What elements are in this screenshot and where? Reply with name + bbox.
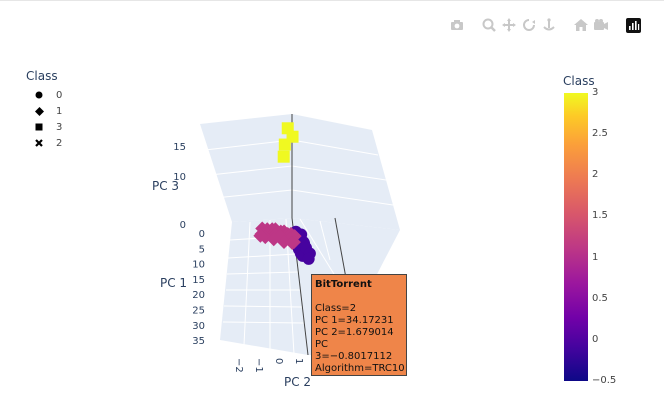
colorbar-tick: 2 [592,169,599,181]
x-tick-label: 0 [199,229,205,240]
modebar [448,16,644,34]
zoom-icon[interactable] [480,16,498,34]
x-tick-label: 35 [192,336,205,347]
camera-icon[interactable] [448,16,466,34]
colorbar-tick: 2.5 [592,128,608,140]
x-tick-label: 5 [199,244,205,255]
legend-item-0[interactable]: 0 [26,87,62,103]
data-point-class-0[interactable] [302,252,315,265]
colorbar-tick: −0.5 [592,375,617,386]
hover-tooltip: BitTorrent Class=2 PC 1=34.17231 PC 2=1.… [311,274,407,376]
tooltip-line: Class=2 [315,303,357,314]
pan-icon[interactable] [500,16,518,34]
tooltip-line: Algorithm=TRC10 [315,363,405,374]
orbit-icon[interactable] [520,16,538,34]
z-tick-label: 10 [173,172,186,183]
home-icon[interactable] [572,16,590,34]
legend-item-3[interactable]: 3 [26,119,62,135]
y-tick-label: −2 [233,358,244,373]
side-wall [220,218,308,355]
circle-icon [26,91,52,99]
top-border [0,0,664,1]
data-point-class-1[interactable] [266,232,281,247]
x-tick-label: 20 [192,290,205,301]
legend-label: 1 [56,105,63,117]
floor-plane [292,114,400,230]
x-tick-labels: 0 5 10 15 20 25 30 35 [192,229,205,347]
x-icon [26,139,52,147]
legend-item-1[interactable]: 1 [26,103,62,119]
back-wall [200,114,292,222]
legend-title: Class [26,69,58,83]
data-marks[interactable] [253,122,341,344]
legend-item-2[interactable]: 2 [26,135,62,151]
z-tick-label: 15 [173,142,186,153]
data-point-class-3[interactable] [278,138,291,151]
legend-label: 2 [56,137,63,149]
x-tick-label: 30 [192,321,205,332]
x-axis-title: PC 1 [160,276,187,290]
x-tick-label: 15 [192,275,205,286]
y-tick-label: 0 [273,358,284,364]
z-axis-title: PC 3 [152,179,179,193]
tooltip-line: PC 2=1.679014 [315,327,394,338]
x-tick-label: 10 [192,260,205,271]
y-tick-label: −1 [253,358,264,373]
legend-label: 0 [56,89,63,101]
x-tick-label: 25 [192,306,205,317]
legend-label: 3 [56,121,63,133]
data-point-class-1[interactable] [276,234,291,249]
tooltip-title: BitTorrent [315,279,372,290]
square-icon [26,123,52,131]
diamond-icon [26,106,52,116]
z-tick-labels: 0 10 15 [173,142,186,231]
z-tick-label: 0 [180,220,186,231]
turntable-icon[interactable] [540,16,558,34]
colorbar [564,93,588,381]
legend: Class 0 1 3 2 [26,69,62,151]
colorbar-tick: 1.5 [592,210,608,222]
colorbar-title: Class [563,74,595,88]
colorbar-tick: 0 [592,333,599,345]
colorbar-tick: 1 [592,251,599,263]
y-axis-title: PC 2 [284,375,311,389]
camera-default-icon[interactable] [592,16,610,34]
colorbar-tick: 0.5 [592,292,608,304]
y-tick-label: 1 [293,358,304,364]
colorbar-tick: 3 [592,87,599,98]
tooltip-line: PC 1=34.17231 [315,315,394,326]
y-tick-labels: −2 −1 0 1 [233,358,304,373]
data-point-class-3[interactable] [277,150,290,163]
plotly-logo-icon[interactable] [624,16,642,34]
tooltip-line: PC 3=−0.8017112 [315,339,393,362]
data-point-class-1[interactable] [285,235,300,250]
data-point-class-1[interactable] [253,228,268,243]
